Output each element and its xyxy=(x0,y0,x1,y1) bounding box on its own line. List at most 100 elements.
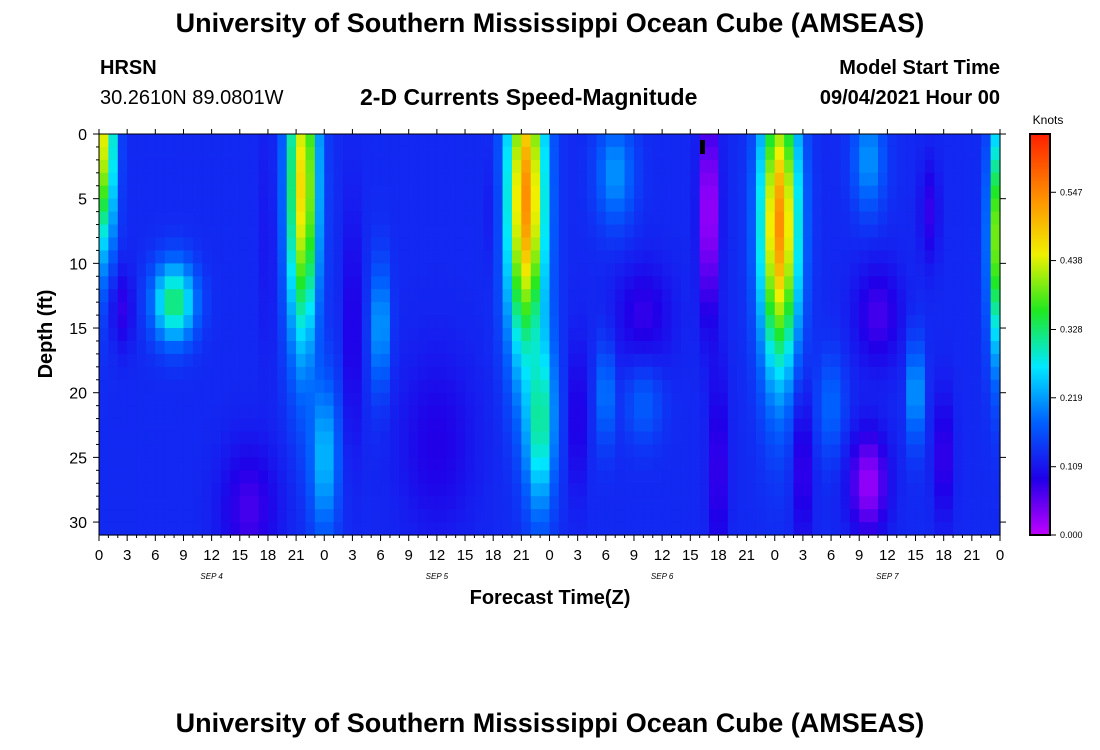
heatmap-cell xyxy=(821,237,832,252)
heatmap-cell xyxy=(671,366,682,381)
heatmap-cell xyxy=(784,444,795,458)
heatmap-cell xyxy=(962,159,973,174)
heatmap-cell xyxy=(755,405,766,420)
heatmap-cell xyxy=(662,470,673,484)
heatmap-cell xyxy=(737,509,748,523)
heatmap-cell xyxy=(221,224,231,239)
heatmap-cell xyxy=(774,172,785,187)
heatmap-cell xyxy=(587,289,598,303)
heatmap-cell xyxy=(324,509,335,523)
heatmap-cell xyxy=(896,302,907,316)
heatmap-cell xyxy=(737,237,748,252)
heatmap-cell xyxy=(662,509,673,523)
heatmap-cell xyxy=(981,522,992,536)
heatmap-cell xyxy=(155,250,166,264)
heatmap-cell xyxy=(990,134,1001,148)
heatmap-cell xyxy=(183,185,194,200)
heatmap-cell xyxy=(380,457,391,471)
heatmap-cell xyxy=(211,392,222,407)
heatmap-cell xyxy=(418,366,429,381)
heatmap-cell xyxy=(568,405,579,420)
heatmap-cell xyxy=(249,405,260,420)
heatmap-cell xyxy=(465,444,476,458)
heatmap-cell xyxy=(296,366,307,381)
heatmap-cell xyxy=(887,509,898,523)
heatmap-cell xyxy=(962,198,973,213)
heatmap-cell xyxy=(812,315,823,329)
heatmap-cell xyxy=(249,250,260,264)
heatmap-cell xyxy=(174,418,185,433)
heatmap-cell xyxy=(192,483,203,497)
heatmap-cell xyxy=(117,172,128,187)
heatmap-cell xyxy=(924,263,935,277)
heatmap-cell xyxy=(868,431,879,446)
heatmap-cell xyxy=(164,457,175,471)
heatmap-cell xyxy=(896,379,907,394)
heatmap-cell xyxy=(239,198,250,213)
heatmap-cell xyxy=(915,224,926,239)
heatmap-cell xyxy=(305,483,316,497)
heatmap-cell xyxy=(915,237,926,252)
heatmap-cell xyxy=(483,211,494,226)
heatmap-cell xyxy=(249,366,260,381)
heatmap-cell xyxy=(164,353,175,368)
heatmap-cell xyxy=(727,198,738,213)
heatmap-cell xyxy=(615,250,626,264)
heatmap-cell xyxy=(239,276,250,290)
heatmap-cell xyxy=(230,470,241,484)
heatmap-cell xyxy=(605,302,616,316)
heatmap-cell xyxy=(812,185,823,200)
heatmap-cell xyxy=(389,483,400,497)
heatmap-cell xyxy=(568,276,579,290)
heatmap-cell xyxy=(183,483,194,497)
heatmap-cell xyxy=(662,237,673,252)
heatmap-cell xyxy=(145,289,156,303)
heatmap-cell xyxy=(174,431,185,446)
heatmap-cell xyxy=(906,392,917,407)
heatmap-cell xyxy=(709,289,720,303)
heatmap-cell xyxy=(145,198,156,213)
heatmap-cell xyxy=(643,444,654,458)
heatmap-cell xyxy=(286,379,297,394)
heatmap-cell xyxy=(577,366,588,381)
heatmap-cell xyxy=(277,263,288,277)
heatmap-cell xyxy=(765,457,776,471)
heatmap-cell xyxy=(737,302,748,316)
heatmap-cell xyxy=(709,185,720,200)
heatmap-cell xyxy=(483,431,494,446)
heatmap-cell xyxy=(380,418,391,433)
heatmap-cell xyxy=(943,315,954,329)
heatmap-cell xyxy=(192,328,203,342)
heatmap-cell xyxy=(671,263,682,277)
heatmap-cell xyxy=(971,444,982,458)
heatmap-cell xyxy=(831,431,842,446)
x-tick-label: 3 xyxy=(573,547,581,564)
heatmap-cell xyxy=(868,496,879,510)
heatmap-cell xyxy=(286,302,297,316)
heatmap-cell xyxy=(521,250,532,264)
heatmap-cell xyxy=(258,146,269,161)
heatmap-cell xyxy=(483,237,494,252)
heatmap-cell xyxy=(802,444,813,458)
heatmap-cell xyxy=(924,509,935,523)
heatmap-cell xyxy=(277,496,288,510)
heatmap-cell xyxy=(136,366,147,381)
heatmap-cell xyxy=(887,483,898,497)
heatmap-cell xyxy=(849,185,860,200)
heatmap-cell xyxy=(737,276,748,290)
heatmap-cell xyxy=(493,340,504,355)
heatmap-cell xyxy=(737,224,748,239)
heatmap-cell xyxy=(802,418,813,433)
heatmap-cell xyxy=(239,392,250,407)
heatmap-cell xyxy=(549,340,560,355)
heatmap-cell xyxy=(802,289,813,303)
heatmap-cell xyxy=(793,146,804,161)
heatmap-cell xyxy=(239,328,250,342)
heatmap-cell xyxy=(314,224,325,239)
heatmap-cell xyxy=(296,392,307,407)
heatmap-cell xyxy=(784,379,795,394)
heatmap-cell xyxy=(934,146,945,161)
heatmap-cell xyxy=(990,418,1001,433)
heatmap-cell xyxy=(943,496,954,510)
heatmap-cell xyxy=(887,134,898,148)
